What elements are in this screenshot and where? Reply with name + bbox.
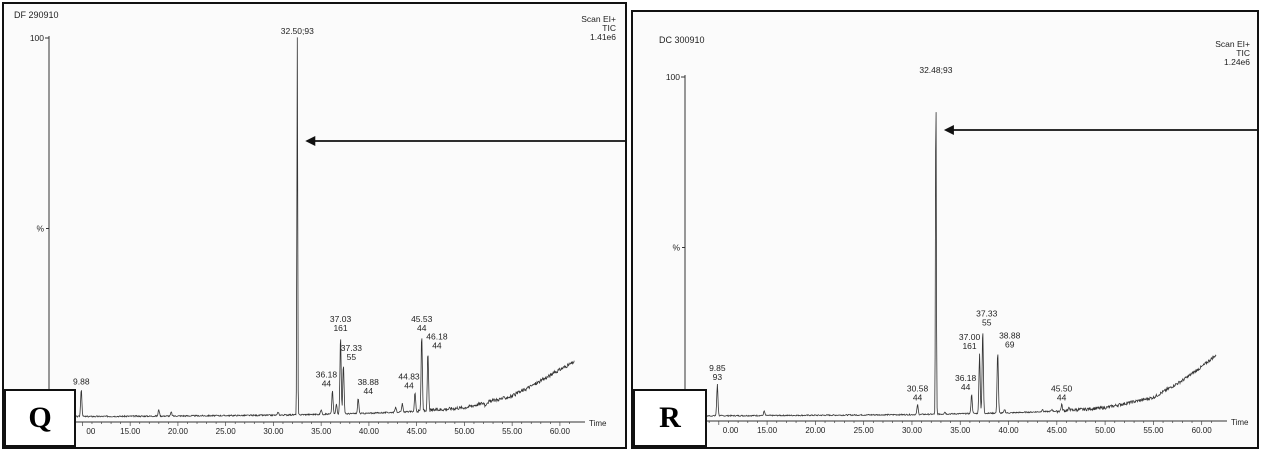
x-tick-label-q: 50.00 — [454, 427, 475, 436]
x-tick-label-q: 60.00 — [550, 427, 571, 436]
x-tick-label-q: 55.00 — [502, 427, 523, 436]
x-tick-label-r: 35.00 — [950, 426, 971, 435]
peak-label-q-0: 9.88 — [73, 377, 90, 387]
peak-label-q-4: 32.50;93 — [281, 26, 314, 36]
peak-label-q-10: 38.88 44 — [358, 377, 380, 396]
peak-label-r-0: 9.85 93 — [709, 363, 726, 382]
x-tick-label-r: 15.00 — [757, 426, 778, 435]
x-tick-label-r: 20.00 — [805, 426, 826, 435]
x-tick-label-r: 50.00 — [1095, 426, 1116, 435]
peak-label-r-6: 37.00 161 — [959, 332, 981, 351]
peak-label-r-5: 36.18 44 — [955, 373, 977, 392]
x-tick-label-r: 25.00 — [854, 426, 875, 435]
x-tick-label-r: 40.00 — [999, 426, 1020, 435]
panel-label-q: Q — [4, 389, 76, 447]
arrow-head-q — [305, 136, 316, 146]
peak-label-q-14: 45.53 44 — [411, 314, 433, 333]
peak-label-q-6: 36.18 44 — [316, 369, 338, 388]
arrow-head-r — [943, 125, 954, 135]
chromatogram-panel-q: DF 290910 Scan EI+ TIC 1.41e6 100% 15.00 20.00… — [2, 2, 627, 449]
intensity-r: 1.24e6 — [1224, 57, 1250, 67]
x-tick-label-partial-r: 0.00 — [723, 426, 739, 435]
y-tick-label-100-r: 100 — [666, 72, 680, 82]
x-tick-label-q: 15.00 — [120, 427, 141, 436]
sample-id-q: DF 290910 — [14, 10, 59, 20]
x-axis-label-r: Time — [1231, 418, 1249, 427]
peak-label-r-8: 38.88 69 — [999, 331, 1021, 350]
peak-label-q-13: 44.83 44 — [398, 371, 420, 390]
peak-label-r-3: 32.48;93 — [919, 65, 952, 75]
x-tick-label-r: 30.00 — [902, 426, 923, 435]
peak-label-r-12: 45.50 44 — [1051, 383, 1073, 402]
scan-mode-r: Scan EI+ — [1215, 39, 1250, 49]
trace-type-q: TIC — [602, 23, 616, 33]
x-tick-label-q: 45.00 — [407, 427, 428, 436]
intensity-q: 1.41e6 — [590, 32, 616, 42]
peak-label-q-9: 37.33 55 — [341, 343, 363, 362]
sample-id-r: DC 300910 — [659, 35, 705, 45]
x-tick-label-r: 55.00 — [1143, 426, 1164, 435]
x-tick-label-r: 60.00 — [1192, 426, 1213, 435]
chromatogram-trace-q — [48, 37, 575, 419]
peak-label-q-8: 37.03 161 — [330, 314, 352, 333]
x-tick-label-partial-q: 00 — [86, 427, 95, 436]
y-axis-label-r: % — [672, 243, 680, 253]
chromatogram-trace-r — [684, 112, 1217, 418]
x-tick-label-q: 25.00 — [216, 427, 237, 436]
x-tick-label-r: 45.00 — [1047, 426, 1068, 435]
peak-label-r-2: 30.58 44 — [907, 383, 929, 402]
x-tick-label-q: 35.00 — [311, 427, 332, 436]
chromatogram-panel-r: DC 300910 Scan EI+ TIC 1.24e6 100% 15.00 20.00… — [631, 10, 1259, 449]
panel-label-r: R — [633, 389, 707, 447]
x-axis-label-q: Time — [589, 419, 607, 428]
peak-label-q-15: 46.18 44 — [426, 331, 448, 350]
x-tick-label-q: 40.00 — [359, 427, 380, 436]
peak-label-r-7: 37.33 55 — [976, 308, 998, 327]
trace-type-r: TIC — [1236, 48, 1250, 58]
y-axis-label-q: % — [36, 224, 44, 234]
scan-mode-q: Scan EI+ — [581, 14, 616, 24]
x-tick-label-q: 20.00 — [168, 427, 189, 436]
x-tick-label-q: 30.00 — [263, 427, 284, 436]
y-tick-label-100-q: 100 — [30, 33, 44, 43]
